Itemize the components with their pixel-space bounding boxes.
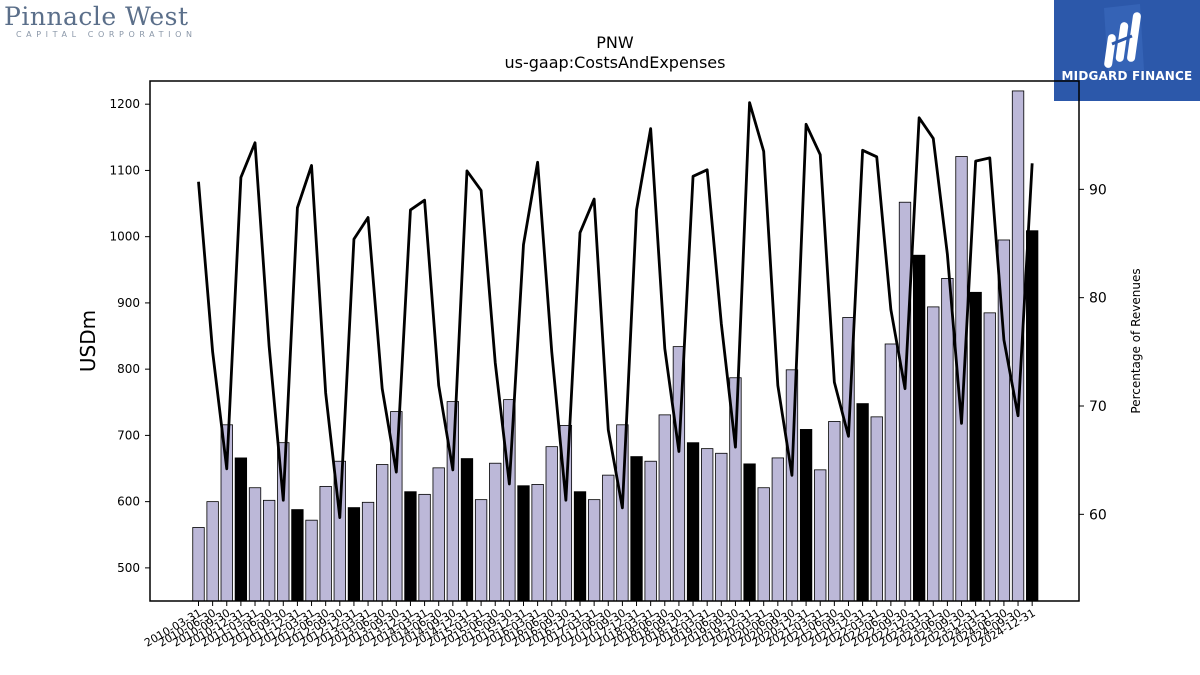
bar-2018-03-31 [644,460,657,602]
bar-2022-12-31 [912,254,926,602]
bar-2023-03-31 [927,306,940,602]
bar-2024-12-31 [1026,230,1039,602]
bar-2020-12-31 [799,429,813,602]
bar-2012-03-31 [305,519,318,602]
bars-group [192,90,1039,602]
bar-2019-12-31 [743,463,756,602]
y-tick-label-800: 800 [117,362,140,376]
bar-2019-03-31 [701,448,714,602]
bar-2011-03-31 [248,487,262,602]
bar-2014-03-31 [418,493,431,602]
y-tick-label-1100: 1100 [109,163,140,177]
logo-brand-text: MIDGARD FINANCE [1061,69,1193,83]
bar-2010-03-31 [192,527,205,602]
bar-2010-12-31 [234,457,248,602]
bar-2014-09-30 [446,401,459,602]
bar-2010-06-30 [206,501,219,602]
bar-2016-06-30 [545,446,558,602]
bar-2021-03-31 [814,469,827,602]
bar-2019-06-30 [715,452,728,602]
bar-2024-03-31 [983,312,996,602]
y2-axis-label: Percentage of Revenues [1129,268,1143,413]
y-tick-label-500: 500 [117,561,140,575]
axes-group: 500600700800900100011001200607080902010-… [109,80,1107,650]
y2-tick-label-70: 70 [1089,399,1107,415]
y-tick-label-1200: 1200 [109,97,140,111]
bar-2012-12-31 [347,507,361,602]
bar-2015-12-31 [517,485,530,602]
pinnacle-west-logo: Pinnacle West CAPITAL CORPORATION [4,2,204,44]
bar-2015-06-30 [489,462,502,602]
bar-2013-03-31 [361,501,375,602]
bar-2020-03-31 [757,487,770,602]
percentage-line [197,101,1034,519]
line-group [197,101,1034,519]
bar-2014-06-30 [432,467,445,602]
y-tick-label-700: 700 [117,428,140,442]
bar-2017-03-31 [587,499,601,602]
bar-2022-09-30 [898,201,912,602]
y-tick-label-900: 900 [117,296,140,310]
logo-company-name: Pinnacle West [4,2,189,31]
bar-2021-12-31 [856,403,869,602]
y-tick-label-600: 600 [117,495,140,509]
midgard-emblem-icon [1104,4,1144,72]
y2-tick-label-60: 60 [1089,507,1107,523]
bar-2011-12-31 [291,509,304,602]
bar-2017-06-30 [602,474,615,602]
bar-2022-03-31 [870,416,883,602]
bar-2021-06-30 [828,421,841,602]
y2-tick-label-80: 80 [1089,291,1107,307]
chart-subtitle: us-gaap:CostsAndExpenses [505,53,726,72]
bar-2023-06-30 [941,277,954,602]
y-axis-label: USDm [76,310,100,372]
bar-2013-06-30 [376,464,389,602]
bar-2017-12-31 [630,456,643,602]
bar-2023-12-31 [969,291,982,602]
logo-company-tagline: CAPITAL CORPORATION [16,30,197,39]
y-tick-label-1000: 1000 [109,230,140,244]
bar-2016-03-31 [531,484,544,602]
y2-tick-label-90: 90 [1089,182,1107,198]
plot-frame [149,80,1080,602]
chart-title: PNW [596,33,634,52]
bar-2020-06-30 [771,457,784,602]
bar-2016-12-31 [573,491,587,602]
bar-2015-03-31 [474,499,488,602]
bar-2018-06-30 [658,414,671,602]
bar-2022-06-30 [884,343,898,602]
bar-2012-06-30 [319,485,332,602]
bar-2014-12-31 [460,458,474,602]
bar-2018-12-31 [686,442,700,602]
bar-2011-06-30 [262,499,276,602]
bar-2013-12-31 [404,491,417,602]
